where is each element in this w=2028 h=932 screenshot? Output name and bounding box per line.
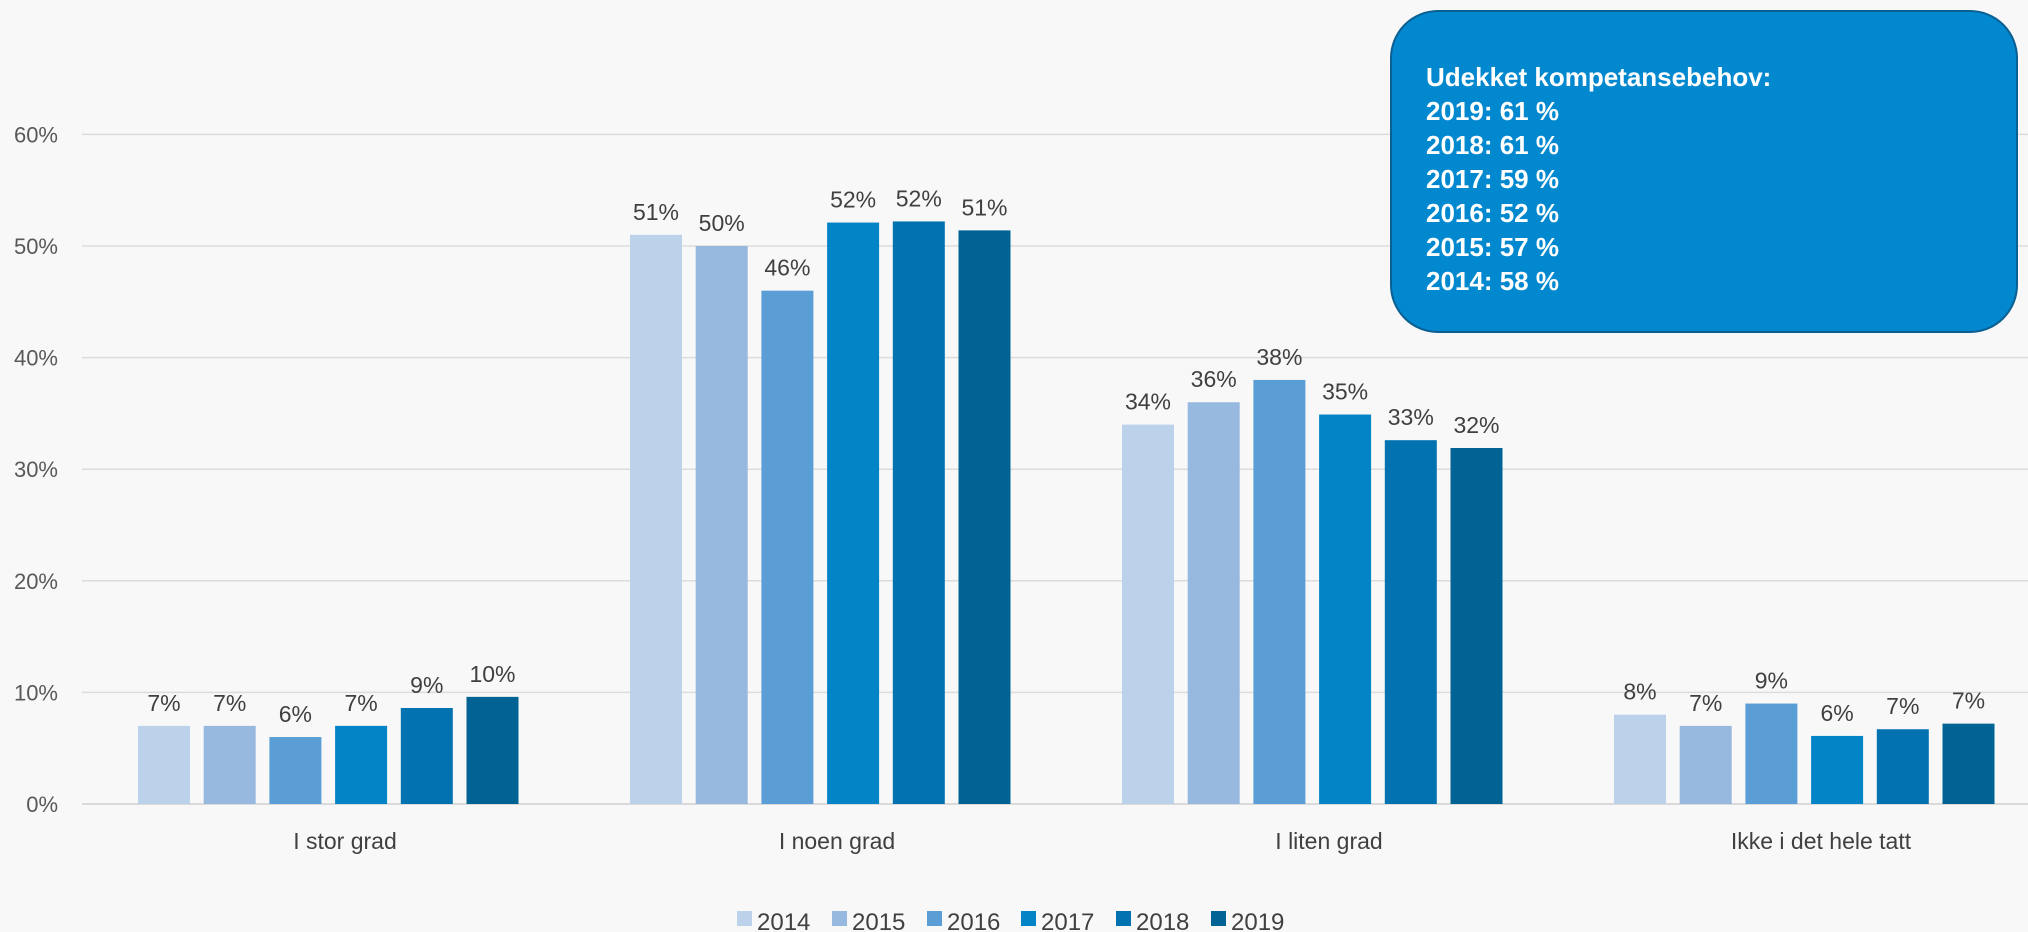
x-category-label: Ikke i det hele tatt <box>1731 828 1912 854</box>
data-label: 52% <box>896 185 942 211</box>
data-label: 7% <box>344 690 377 716</box>
callout-line: 2017: 59 % <box>1426 164 1559 194</box>
bar-2019 <box>1942 723 1995 804</box>
y-tick-label: 60% <box>14 122 58 147</box>
data-label: 9% <box>410 672 443 698</box>
bar-2017 <box>827 222 880 805</box>
y-tick-label: 40% <box>14 346 58 371</box>
data-label: 7% <box>1952 688 1985 714</box>
callout-line: 2016: 52 % <box>1426 198 1559 228</box>
x-category-label: I stor grad <box>293 828 397 854</box>
x-category-label: I noen grad <box>779 828 895 854</box>
legend: 2014 2015 2016 2017 2018 2019 <box>737 909 1284 932</box>
bar-2015 <box>1679 725 1732 804</box>
data-label: 51% <box>961 194 1007 220</box>
data-label: 38% <box>1256 344 1302 370</box>
bar-2015 <box>1187 402 1240 804</box>
data-label: 52% <box>830 187 876 213</box>
data-label: 32% <box>1453 412 1499 438</box>
legend-label: 2016 <box>947 909 1000 932</box>
legend-swatch <box>1116 911 1131 926</box>
callout-line: 2019: 61 % <box>1426 96 1559 126</box>
legend-label: 2014 <box>757 909 810 932</box>
data-label: 9% <box>1755 668 1788 694</box>
bar-2014 <box>1614 714 1666 804</box>
legend-swatch <box>737 911 752 926</box>
callout-title: Udekket kompetansebehov: <box>1426 62 1772 92</box>
bar-2017 <box>1319 414 1372 804</box>
bar-2016 <box>761 290 814 804</box>
bar-2016 <box>1745 703 1798 804</box>
legend-swatch <box>1211 911 1226 926</box>
bar-2019 <box>958 230 1011 805</box>
data-label: 35% <box>1322 379 1368 405</box>
bar-2014 <box>1122 424 1174 804</box>
data-label: 46% <box>764 255 810 281</box>
y-tick-label: 50% <box>14 234 58 259</box>
legend-label: 2018 <box>1136 909 1189 932</box>
data-label: 51% <box>633 199 679 225</box>
bar-2018 <box>400 708 453 804</box>
bar-2014 <box>138 725 190 804</box>
x-category-label: I liten grad <box>1275 828 1382 854</box>
y-tick-label: 0% <box>26 792 58 817</box>
data-label: 7% <box>1886 693 1919 719</box>
bar-2019 <box>466 696 519 804</box>
data-label: 8% <box>1623 679 1656 705</box>
legend-label: 2017 <box>1041 909 1094 932</box>
data-label: 6% <box>279 701 312 727</box>
bar-2014 <box>630 234 682 805</box>
data-label: 6% <box>1820 700 1853 726</box>
callout-line: 2015: 57 % <box>1426 232 1559 262</box>
callout-line: 2018: 61 % <box>1426 130 1559 160</box>
y-axis-ticks: 0% 10% 20% 30% 40% 50% 60% <box>14 122 58 817</box>
data-label: 7% <box>1689 690 1722 716</box>
bar-2017 <box>335 725 388 804</box>
legend-swatch <box>832 911 847 926</box>
bar-2019 <box>1450 447 1503 804</box>
legend-swatch <box>927 911 942 926</box>
bar-2015 <box>203 725 256 804</box>
legend-label: 2015 <box>852 909 905 932</box>
data-label: 7% <box>213 690 246 716</box>
legend-label: 2019 <box>1231 909 1284 932</box>
category-labels: I stor grad I noen grad I liten grad Ikke i… <box>293 828 1912 854</box>
data-label: 7% <box>147 690 180 716</box>
gridlines <box>82 133 2028 805</box>
data-label: 50% <box>699 210 745 236</box>
y-tick-label: 30% <box>14 457 58 482</box>
data-label: 33% <box>1388 404 1434 430</box>
bar-2018 <box>1876 729 1929 804</box>
callout-box: Udekket kompetansebehov: 2019: 61 % 2018… <box>1390 10 2018 333</box>
bar-2018 <box>1384 440 1437 804</box>
bars <box>138 221 1995 805</box>
bar-2018 <box>892 221 945 804</box>
data-label: 10% <box>469 661 515 687</box>
bar-2016 <box>269 737 322 804</box>
data-labels: 7% 7% 6% 7% 9% 10% 51% 50% 46% 52% 52% 51% 34% 36% 38%… <box>147 185 1985 727</box>
y-tick-label: 10% <box>14 680 58 705</box>
y-tick-label: 20% <box>14 569 58 594</box>
data-label: 36% <box>1191 366 1237 392</box>
bar-2016 <box>1253 379 1306 804</box>
legend-swatch <box>1021 911 1036 926</box>
callout-line: 2014: 58 % <box>1426 266 1559 296</box>
bar-2017 <box>1811 735 1864 804</box>
data-label: 34% <box>1125 389 1171 415</box>
bar-2015 <box>695 246 748 804</box>
